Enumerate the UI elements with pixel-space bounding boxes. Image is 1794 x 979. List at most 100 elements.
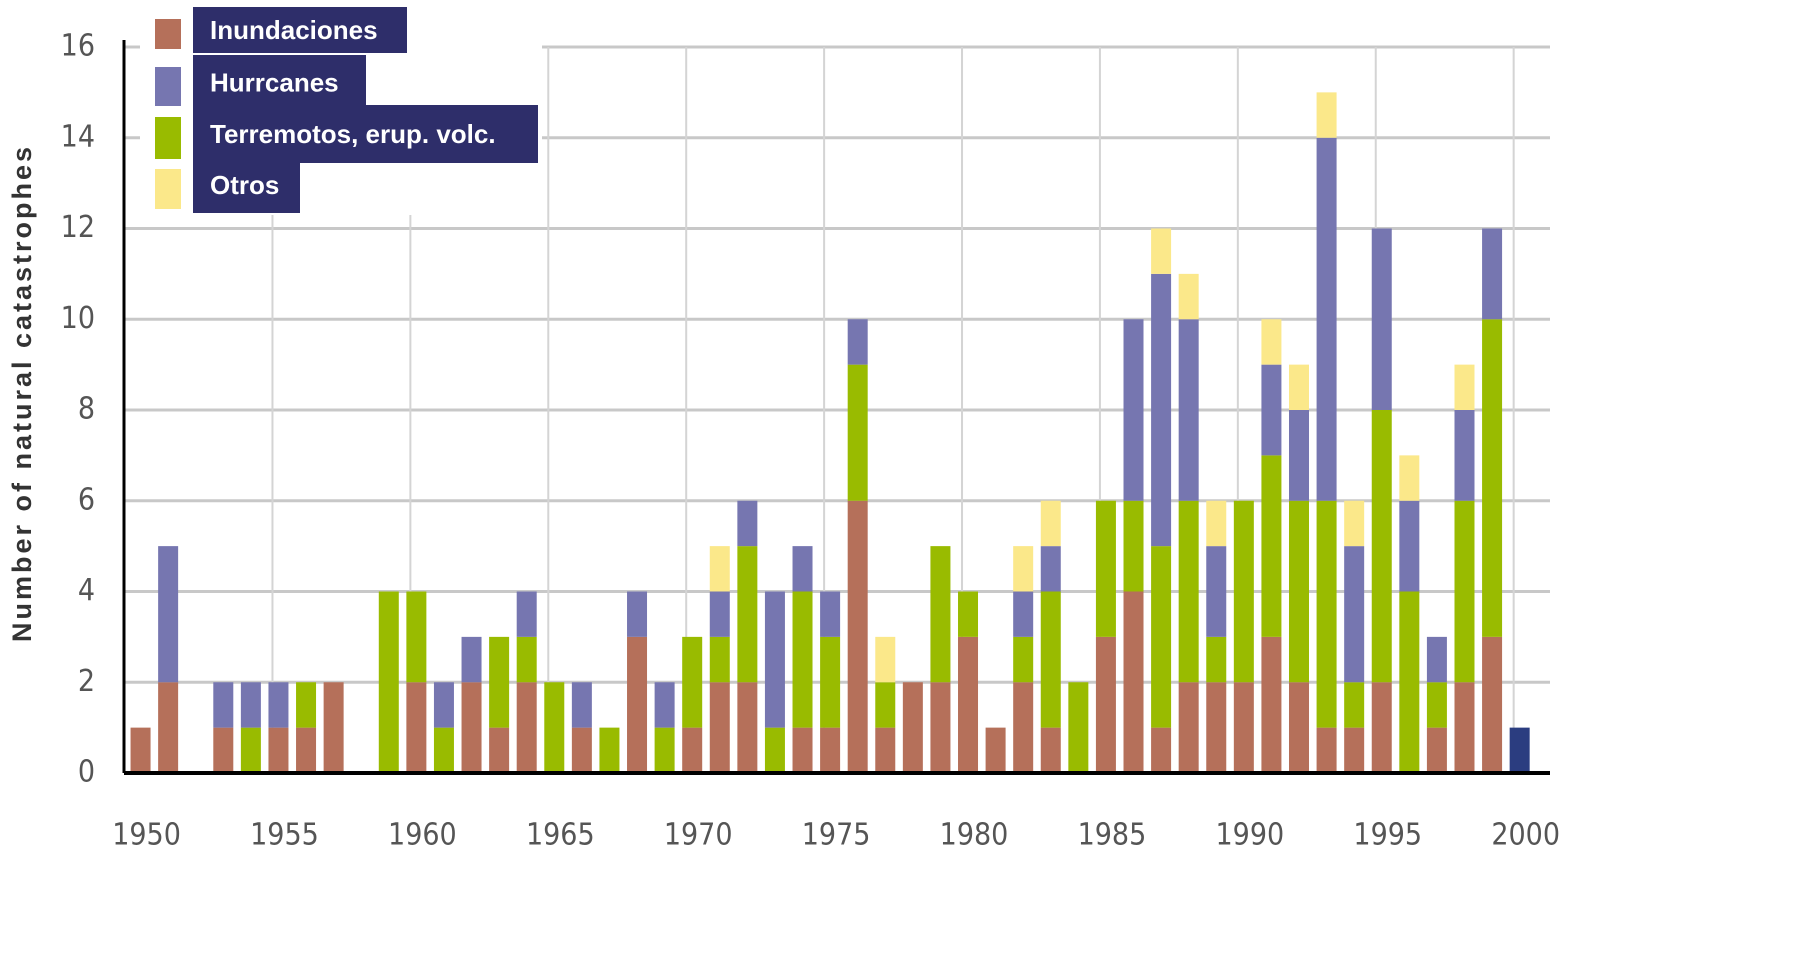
bar-segment: [1316, 727, 1337, 773]
legend-label-box: [193, 7, 407, 53]
bar-segment: [1151, 727, 1172, 773]
bar-segment: [958, 591, 979, 637]
x-tick-label: 1995: [1353, 818, 1422, 853]
bar-segment: [1151, 273, 1172, 547]
bar-segment: [1454, 500, 1475, 683]
bar-segment: [1371, 228, 1392, 410]
bar-segment: [433, 727, 454, 773]
bar-segment: [709, 636, 730, 683]
bar-segment: [875, 636, 896, 683]
legend-label-box: [193, 55, 366, 110]
bar-segment: [764, 727, 785, 773]
bar-segment: [1040, 591, 1061, 728]
bar-segment: [516, 591, 537, 637]
bar-segment: [930, 546, 951, 683]
x-tick-label: 1960: [388, 818, 457, 853]
bar-segment: [847, 500, 868, 773]
y-tick-label: 4: [78, 573, 95, 608]
bar-segment: [627, 636, 648, 773]
bar-segment: [516, 636, 537, 683]
y-tick-label: 0: [78, 755, 95, 790]
bar-segment: [1261, 319, 1282, 365]
x-tick-label: 1985: [1078, 818, 1147, 853]
bar-segment: [682, 636, 703, 728]
bar-segment: [820, 727, 841, 773]
bar-segment: [1399, 500, 1420, 592]
bar-segment: [1344, 546, 1365, 683]
bar-segment: [930, 682, 951, 773]
bar-segment: [1482, 636, 1503, 773]
bar-segment: [875, 682, 896, 728]
bar-segment: [1178, 500, 1199, 683]
bar-segment: [544, 682, 565, 773]
bar-segment: [709, 682, 730, 773]
bar-segment: [1399, 455, 1420, 501]
bar-segment: [737, 546, 758, 683]
bar-segment: [213, 727, 234, 773]
bar-segment: [1316, 92, 1337, 138]
bar-segment: [1151, 546, 1172, 728]
bar-segment: [820, 636, 841, 728]
y-axis-label: Number of natural catastrophes: [7, 144, 37, 642]
bar-segment: [737, 500, 758, 547]
bar-segment: [158, 682, 179, 773]
bar-segment: [1371, 682, 1392, 773]
bar-segment: [268, 682, 289, 728]
bar-segment: [1289, 682, 1310, 773]
y-tick-label: 12: [61, 210, 95, 245]
legend-label: Terremotos, erup. volc.: [210, 119, 496, 149]
x-tick-label: 1990: [1216, 818, 1285, 853]
bar-segment: [1178, 682, 1199, 773]
bar-segment: [1426, 727, 1447, 773]
bar-segment: [1454, 410, 1475, 501]
legend-swatch: [155, 19, 181, 49]
bar-segment: [378, 591, 399, 773]
bar-segment: [516, 682, 537, 773]
bar-segment: [682, 727, 703, 773]
legend-label-box: [193, 105, 538, 163]
bar-segment: [1123, 591, 1144, 773]
legend-label-box: [193, 157, 300, 213]
bar-segment: [1206, 546, 1227, 637]
bar-segment: [1206, 500, 1227, 547]
bar-segment: [709, 591, 730, 637]
bar-segment: [296, 727, 317, 773]
bar-segment: [158, 546, 179, 683]
bar-segment: [875, 727, 896, 773]
bar-segment: [240, 682, 261, 728]
x-tick-label: 1975: [802, 818, 871, 853]
x-tick-label: 1980: [940, 818, 1009, 853]
bar-segment: [1178, 273, 1199, 320]
bar-segment: [1178, 319, 1199, 501]
bar-segment: [1454, 364, 1475, 410]
bar-segment: [1316, 137, 1337, 501]
bar-segment: [1261, 636, 1282, 773]
bar-segment: [1233, 682, 1254, 773]
bar-segment: [1261, 364, 1282, 456]
bar-segment: [847, 319, 868, 365]
x-tick-label: 1950: [112, 818, 181, 853]
bar-segment: [1123, 500, 1144, 592]
bar-segment: [709, 546, 730, 592]
bar-segment: [1426, 636, 1447, 683]
bar-segment: [296, 682, 317, 728]
bar-segment: [1013, 682, 1034, 773]
bar-segment: [792, 591, 813, 728]
bar-segment: [792, 727, 813, 773]
bar-segment: [571, 727, 592, 773]
x-tick-label: 1955: [250, 818, 319, 853]
bar-segment: [599, 727, 620, 773]
bar-segment: [1289, 410, 1310, 501]
bar-segment: [1040, 727, 1061, 773]
bar-segment: [461, 682, 482, 773]
legend-swatch: [155, 169, 181, 209]
bar-segment: [1289, 364, 1310, 410]
legend-label: Inundaciones: [210, 15, 378, 45]
bar-segment: [406, 682, 427, 773]
y-tick-label: 10: [61, 301, 95, 336]
legend-label: Otros: [210, 170, 279, 200]
bar-segment: [1123, 319, 1144, 501]
bar-segment: [213, 682, 234, 728]
bar-segment: [1426, 682, 1447, 728]
